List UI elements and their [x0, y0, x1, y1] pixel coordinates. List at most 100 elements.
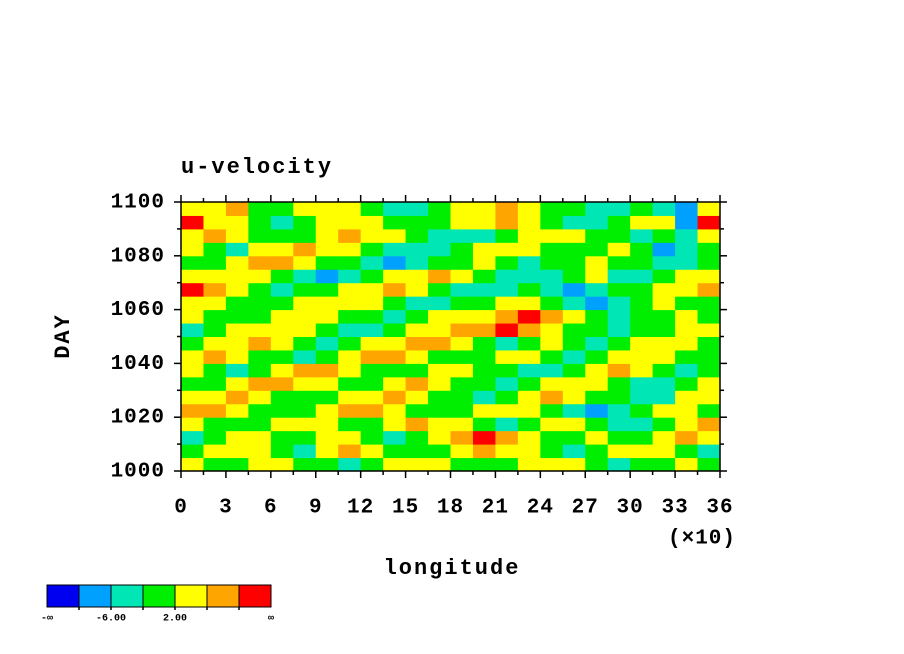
heatmap-cell [338, 309, 362, 324]
heatmap-cell [383, 242, 407, 257]
heatmap-cell [181, 309, 204, 324]
heatmap-cell [630, 417, 654, 432]
colorbar-box [206, 584, 240, 608]
heatmap-cell [181, 215, 204, 230]
heatmap-cell [315, 242, 339, 257]
heatmap-cell [540, 323, 564, 337]
heatmap-cell [450, 255, 474, 270]
heatmap-cell [675, 376, 699, 391]
heatmap-cell [562, 282, 586, 297]
heatmap-cell [360, 349, 384, 364]
heatmap-cell [562, 417, 586, 432]
heatmap-cell [181, 255, 204, 270]
heatmap-cell [270, 430, 294, 445]
heatmap-cell [270, 376, 294, 391]
heatmap-cell [338, 242, 362, 257]
heatmap-cell [203, 228, 227, 243]
heatmap-cell [607, 349, 631, 364]
heatmap-cell [562, 309, 586, 324]
heatmap-cell [315, 282, 339, 297]
heatmap-cell [450, 269, 474, 284]
heatmap-cell [248, 309, 272, 324]
heatmap-cell [383, 363, 407, 378]
heatmap-cell [450, 457, 474, 472]
heatmap-cell [585, 457, 609, 472]
heatmap-cell [315, 390, 339, 405]
heatmap-cell [203, 444, 227, 459]
heatmap-cell [315, 296, 339, 311]
heatmap-cell [315, 417, 339, 432]
heatmap-cell [562, 228, 586, 243]
heatmap-cell [517, 363, 541, 378]
heatmap-cell [495, 376, 519, 391]
colorbar-label: -∞ [41, 614, 53, 625]
heatmap-cell [540, 202, 564, 216]
heatmap-cell [270, 349, 294, 364]
heatmap-cell [405, 390, 429, 405]
x-tick-label: 9 [309, 497, 323, 520]
heatmap-cell [383, 403, 407, 418]
heatmap-cell [293, 309, 317, 324]
heatmap-cell [540, 255, 564, 270]
heatmap-cell [630, 376, 654, 391]
heatmap-cell [540, 215, 564, 230]
heatmap-cell [315, 336, 339, 351]
heatmap-cell [383, 349, 407, 364]
heatmap-cell [562, 215, 586, 230]
heatmap-cell [517, 457, 541, 472]
heatmap-cell [652, 323, 676, 337]
heatmap-cell [675, 255, 699, 270]
heatmap-cell [630, 390, 654, 405]
heatmap-cell [383, 457, 407, 472]
heatmap-cell [675, 403, 699, 418]
y-axis-label: DAY [51, 313, 76, 359]
heatmap-cell [181, 336, 204, 351]
heatmap-cell [652, 376, 676, 391]
colorbar-label: 2.00 [163, 614, 187, 625]
heatmap-cell [540, 228, 564, 243]
heatmap-cell [495, 403, 519, 418]
heatmap-cell [315, 323, 339, 337]
heatmap-cell [562, 296, 586, 311]
heatmap-cell [495, 363, 519, 378]
heatmap-cell [293, 269, 317, 284]
heatmap-cell [360, 444, 384, 459]
heatmap-cell [270, 242, 294, 257]
heatmap-cell [562, 430, 586, 445]
heatmap-cell [450, 323, 474, 337]
heatmap-cell [248, 417, 272, 432]
heatmap-cell [562, 269, 586, 284]
heatmap-cell [270, 444, 294, 459]
heatmap-cell [585, 282, 609, 297]
heatmap-cell [540, 444, 564, 459]
heatmap-cell [585, 430, 609, 445]
heatmap-cell [338, 363, 362, 378]
heatmap-cell [540, 363, 564, 378]
heatmap-cell [405, 282, 429, 297]
heatmap-cell [450, 417, 474, 432]
heatmap-cell [248, 215, 272, 230]
heatmap-cell [697, 403, 721, 418]
y-tick-label: 1060 [111, 299, 165, 322]
heatmap-cell [630, 269, 654, 284]
heatmap-cell [203, 215, 227, 230]
heatmap-cell [338, 390, 362, 405]
heatmap-cell [338, 417, 362, 432]
heatmap-cell [383, 255, 407, 270]
heatmap-cell [405, 444, 429, 459]
heatmap-cell [472, 282, 496, 297]
heatmap-cell [472, 309, 496, 324]
heatmap-cell [203, 376, 227, 391]
heatmap-cell [338, 228, 362, 243]
heatmap-cell [495, 417, 519, 432]
heatmap-cell [383, 269, 407, 284]
heatmap-cell [540, 417, 564, 432]
heatmap-cell [697, 255, 721, 270]
heatmap-cell [225, 309, 249, 324]
colorbar-box [78, 584, 112, 608]
heatmap-cell [248, 403, 272, 418]
heatmap-cell [248, 242, 272, 257]
heatmap-cell [293, 228, 317, 243]
heatmap-cell [472, 457, 496, 472]
heatmap-cell [405, 376, 429, 391]
